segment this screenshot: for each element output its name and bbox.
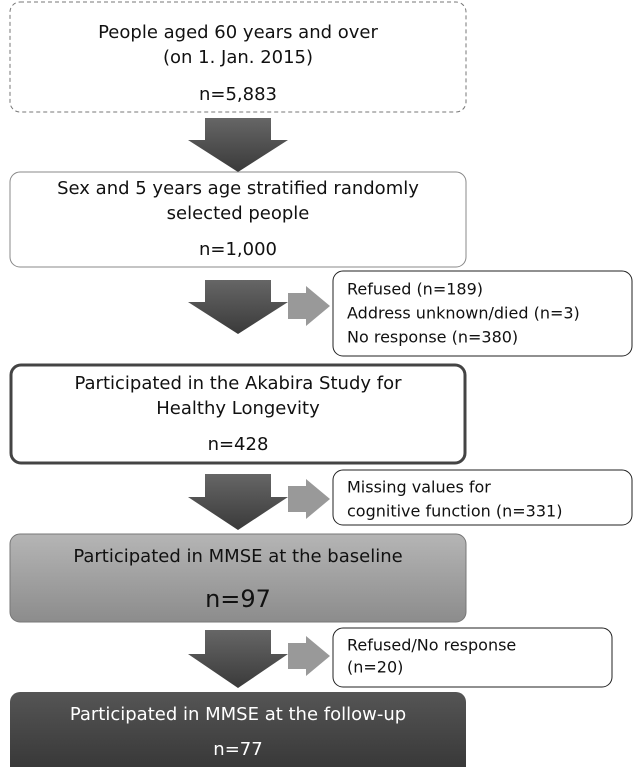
box bbox=[9, 171, 467, 268]
down-arrow bbox=[188, 630, 288, 688]
box bbox=[9, 533, 467, 623]
node-text: Healthy Longevity bbox=[156, 398, 320, 419]
note-text: Missing values for bbox=[347, 478, 491, 497]
note-box bbox=[332, 270, 633, 357]
note-text: Refused (n=189) bbox=[347, 280, 483, 299]
note-text: cognitive function (n=331) bbox=[347, 502, 562, 521]
node-text: People aged 60 years and over bbox=[98, 22, 378, 43]
note-text: No response (n=380) bbox=[347, 328, 518, 347]
node-count: n=5,883 bbox=[199, 84, 277, 105]
node-text: selected people bbox=[167, 203, 310, 224]
side-arrow bbox=[288, 479, 330, 519]
node-count: n=77 bbox=[213, 739, 262, 760]
box bbox=[9, 363, 467, 465]
note-box bbox=[332, 627, 613, 688]
side-arrow bbox=[288, 286, 330, 326]
node-text: Participated in the Akabira Study for bbox=[74, 373, 402, 394]
node-count: n=1,000 bbox=[199, 239, 277, 260]
side-arrow bbox=[288, 636, 330, 676]
node-text: Participated in MMSE at the follow-up bbox=[70, 704, 406, 725]
node-count: n=428 bbox=[208, 434, 269, 455]
note-box bbox=[332, 469, 633, 526]
note-text: Address unknown/died (n=3) bbox=[347, 304, 580, 323]
node-count: n=97 bbox=[205, 585, 271, 613]
down-arrow bbox=[188, 280, 288, 334]
node-text: Participated in MMSE at the baseline bbox=[73, 546, 402, 567]
down-arrow bbox=[188, 118, 288, 172]
note-text: Refused/No response bbox=[347, 636, 516, 655]
box bbox=[9, 1, 467, 113]
node-text: Sex and 5 years age stratified randomly bbox=[57, 178, 419, 199]
down-arrow bbox=[188, 474, 288, 530]
box bbox=[10, 692, 466, 767]
node-text: (on 1. Jan. 2015) bbox=[163, 47, 313, 68]
note-text: (n=20) bbox=[347, 658, 403, 677]
